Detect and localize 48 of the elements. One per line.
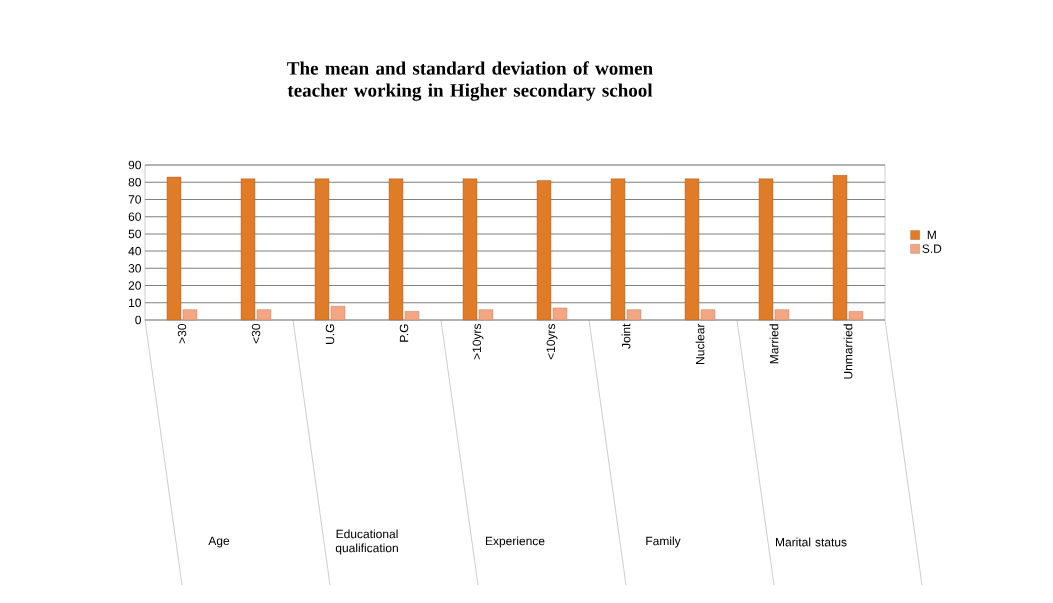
text: Experience: [485, 536, 545, 548]
legend-label: S.D: [922, 244, 942, 253]
text: Family: [646, 536, 681, 548]
bar: [552, 307, 568, 321]
x-tick-label: Married: [769, 324, 779, 364]
bar: [256, 309, 272, 321]
x-tick-label: P.G: [399, 324, 409, 342]
bar: [182, 309, 198, 321]
y-tick-label: 0: [135, 315, 142, 325]
bar: [758, 178, 774, 321]
bar: [314, 178, 330, 321]
x-tick-label: Nuclear: [695, 323, 705, 364]
chart-title: The mean and standard deviation of women teacher working in Higher secondary school: [287, 61, 653, 101]
y-tick-label: 10: [129, 298, 141, 308]
y-tick-label: 70: [128, 195, 141, 204]
bar: [330, 306, 346, 321]
y-tick-label: 30: [128, 264, 141, 273]
y-tick-label: 80: [128, 177, 141, 187]
bar: [610, 178, 626, 321]
x-tick-label: <10yrs: [546, 323, 558, 360]
y-tick-label: 50: [128, 229, 141, 239]
bar: [700, 309, 716, 321]
text: Age: [208, 536, 230, 548]
y-tick-label: 20: [128, 281, 141, 290]
bar: [404, 311, 420, 321]
bar: [832, 175, 848, 321]
bar: [388, 178, 404, 321]
y-tick-label: 60: [128, 212, 141, 221]
text: Marital status: [775, 537, 847, 547]
bar: [478, 309, 494, 321]
bar: [240, 178, 256, 321]
x-tick-label: U.G: [325, 324, 335, 344]
x-tick-label: <30: [251, 324, 261, 344]
bar: [848, 311, 864, 321]
y-tick-label: 90: [128, 160, 141, 170]
legend-label: M: [927, 230, 936, 239]
bar: [684, 178, 700, 321]
y-tick-label: 40: [128, 246, 141, 256]
bar: [536, 180, 552, 321]
bar: [462, 178, 478, 321]
x-tick-label: >30: [177, 324, 187, 344]
x-tick-label: Unmarried: [843, 324, 853, 379]
bar: [166, 176, 182, 321]
bar: [774, 309, 790, 321]
x-tick-label: >10yrs: [472, 323, 484, 360]
text: Educational qualification: [335, 529, 398, 555]
x-tick-label: Joint: [621, 323, 631, 349]
bar: [626, 309, 642, 321]
